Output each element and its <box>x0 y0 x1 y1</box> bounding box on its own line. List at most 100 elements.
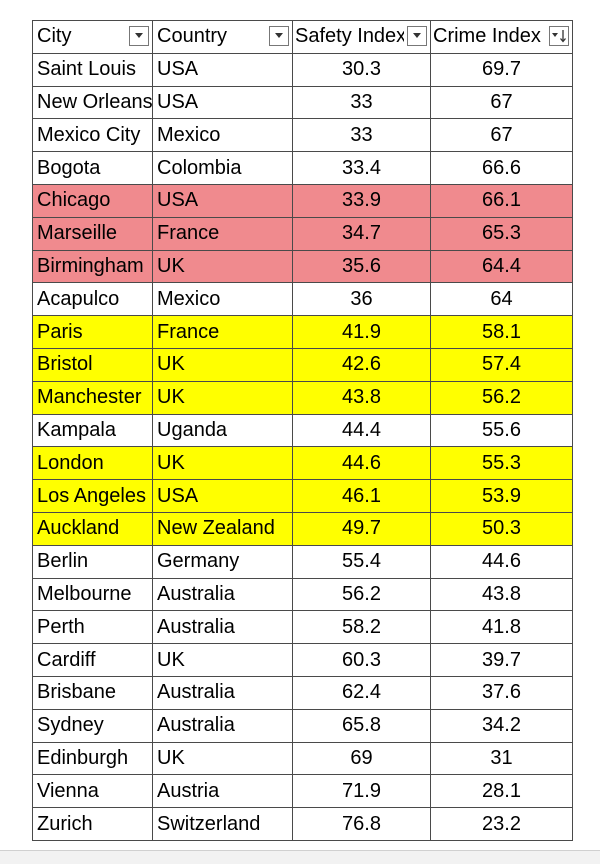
crime-index-cell[interactable]: 50.3 <box>430 511 573 546</box>
country-cell[interactable]: UK <box>152 249 293 284</box>
country-cell[interactable]: UK <box>152 347 293 382</box>
crime-index-cell[interactable]: 66.6 <box>430 151 573 185</box>
country-cell[interactable]: Mexico <box>152 282 293 317</box>
safety-index-cell[interactable]: 43.8 <box>292 380 431 415</box>
crime-index-cell[interactable]: 43.8 <box>430 577 573 612</box>
country-cell[interactable]: Australia <box>152 610 293 645</box>
country-cell[interactable]: USA <box>152 479 293 513</box>
safety-index-cell[interactable]: 33 <box>292 85 431 120</box>
column-header-country[interactable]: Country <box>152 20 293 54</box>
filter-dropdown-button[interactable] <box>407 26 427 46</box>
crime-index-cell[interactable]: 64 <box>430 282 573 317</box>
city-cell[interactable]: Cardiff <box>32 643 153 677</box>
city-cell[interactable]: Zurich <box>32 807 153 841</box>
filter-dropdown-button[interactable] <box>129 26 149 46</box>
country-cell[interactable]: Australia <box>152 708 293 743</box>
city-cell[interactable]: Manchester <box>32 380 153 415</box>
crime-index-cell[interactable]: 44.6 <box>430 544 573 579</box>
city-cell[interactable]: Kampala <box>32 413 153 448</box>
city-cell[interactable]: Saint Louis <box>32 52 153 87</box>
country-cell[interactable]: Germany <box>152 544 293 579</box>
crime-index-cell[interactable]: 23.2 <box>430 807 573 841</box>
country-cell[interactable]: USA <box>152 183 293 218</box>
city-cell[interactable]: Acapulco <box>32 282 153 317</box>
city-cell[interactable]: Melbourne <box>32 577 153 612</box>
safety-index-cell[interactable]: 58.2 <box>292 610 431 645</box>
safety-index-cell[interactable]: 46.1 <box>292 479 431 513</box>
filter-sort-button[interactable] <box>549 26 569 46</box>
safety-index-cell[interactable]: 60.3 <box>292 643 431 677</box>
safety-index-cell[interactable]: 56.2 <box>292 577 431 612</box>
crime-index-cell[interactable]: 67 <box>430 118 573 153</box>
crime-index-cell[interactable]: 66.1 <box>430 183 573 218</box>
country-cell[interactable]: UK <box>152 643 293 677</box>
city-cell[interactable]: Birmingham <box>32 249 153 284</box>
city-cell[interactable]: London <box>32 446 153 481</box>
safety-index-cell[interactable]: 30.3 <box>292 52 431 87</box>
country-cell[interactable]: New Zealand <box>152 511 293 546</box>
country-cell[interactable]: Mexico <box>152 118 293 153</box>
crime-index-cell[interactable]: 55.3 <box>430 446 573 481</box>
country-cell[interactable]: UK <box>152 741 293 776</box>
city-cell[interactable]: Auckland <box>32 511 153 546</box>
safety-index-cell[interactable]: 33.9 <box>292 183 431 218</box>
city-cell[interactable]: Perth <box>32 610 153 645</box>
city-cell[interactable]: Vienna <box>32 774 153 809</box>
column-header-safety-index[interactable]: Safety Index <box>292 20 431 54</box>
safety-index-cell[interactable]: 44.4 <box>292 413 431 448</box>
city-cell[interactable]: Brisbane <box>32 675 153 710</box>
crime-index-cell[interactable]: 56.2 <box>430 380 573 415</box>
safety-index-cell[interactable]: 33.4 <box>292 151 431 185</box>
city-cell[interactable]: Berlin <box>32 544 153 579</box>
city-cell[interactable]: Mexico City <box>32 118 153 153</box>
crime-index-cell[interactable]: 37.6 <box>430 675 573 710</box>
column-header-crime-index[interactable]: Crime Index <box>430 20 573 54</box>
country-cell[interactable]: USA <box>152 52 293 87</box>
country-cell[interactable]: Australia <box>152 577 293 612</box>
city-cell[interactable]: Bristol <box>32 347 153 382</box>
safety-index-cell[interactable]: 42.6 <box>292 347 431 382</box>
country-cell[interactable]: Austria <box>152 774 293 809</box>
crime-index-cell[interactable]: 31 <box>430 741 573 776</box>
filter-dropdown-button[interactable] <box>269 26 289 46</box>
country-cell[interactable]: UK <box>152 380 293 415</box>
city-cell[interactable]: Chicago <box>32 183 153 218</box>
safety-index-cell[interactable]: 62.4 <box>292 675 431 710</box>
column-header-city[interactable]: City <box>32 20 153 54</box>
country-cell[interactable]: USA <box>152 85 293 120</box>
crime-index-cell[interactable]: 57.4 <box>430 347 573 382</box>
safety-index-cell[interactable]: 44.6 <box>292 446 431 481</box>
safety-index-cell[interactable]: 35.6 <box>292 249 431 284</box>
safety-index-cell[interactable]: 71.9 <box>292 774 431 809</box>
crime-index-cell[interactable]: 64.4 <box>430 249 573 284</box>
safety-index-cell[interactable]: 41.9 <box>292 315 431 349</box>
country-cell[interactable]: Switzerland <box>152 807 293 841</box>
crime-index-cell[interactable]: 69.7 <box>430 52 573 87</box>
country-cell[interactable]: Colombia <box>152 151 293 185</box>
crime-index-cell[interactable]: 39.7 <box>430 643 573 677</box>
safety-index-cell[interactable]: 34.7 <box>292 216 431 251</box>
safety-index-cell[interactable]: 76.8 <box>292 807 431 841</box>
safety-index-cell[interactable]: 69 <box>292 741 431 776</box>
country-cell[interactable]: Australia <box>152 675 293 710</box>
crime-index-cell[interactable]: 34.2 <box>430 708 573 743</box>
safety-index-cell[interactable]: 33 <box>292 118 431 153</box>
crime-index-cell[interactable]: 65.3 <box>430 216 573 251</box>
country-cell[interactable]: France <box>152 216 293 251</box>
safety-index-cell[interactable]: 65.8 <box>292 708 431 743</box>
city-cell[interactable]: Edinburgh <box>32 741 153 776</box>
country-cell[interactable]: UK <box>152 446 293 481</box>
safety-index-cell[interactable]: 49.7 <box>292 511 431 546</box>
city-cell[interactable]: Los Angeles <box>32 479 153 513</box>
crime-index-cell[interactable]: 53.9 <box>430 479 573 513</box>
city-cell[interactable]: Paris <box>32 315 153 349</box>
crime-index-cell[interactable]: 58.1 <box>430 315 573 349</box>
country-cell[interactable]: France <box>152 315 293 349</box>
city-cell[interactable]: New Orleans <box>32 85 153 120</box>
city-cell[interactable]: Sydney <box>32 708 153 743</box>
crime-index-cell[interactable]: 55.6 <box>430 413 573 448</box>
safety-index-cell[interactable]: 36 <box>292 282 431 317</box>
crime-index-cell[interactable]: 67 <box>430 85 573 120</box>
crime-index-cell[interactable]: 41.8 <box>430 610 573 645</box>
city-cell[interactable]: Marseille <box>32 216 153 251</box>
